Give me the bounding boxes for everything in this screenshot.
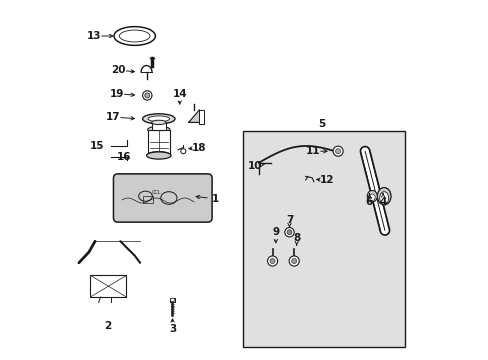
- Circle shape: [286, 230, 291, 235]
- Text: 17: 17: [105, 112, 120, 122]
- Ellipse shape: [142, 114, 175, 124]
- Text: 14: 14: [172, 89, 186, 99]
- Circle shape: [332, 146, 343, 156]
- Circle shape: [144, 93, 149, 98]
- Circle shape: [267, 256, 277, 266]
- Ellipse shape: [148, 116, 169, 122]
- Circle shape: [335, 149, 340, 154]
- Polygon shape: [188, 110, 203, 122]
- Circle shape: [291, 258, 296, 264]
- Bar: [147, 130, 170, 155]
- Ellipse shape: [147, 126, 170, 133]
- FancyBboxPatch shape: [113, 174, 212, 222]
- Circle shape: [269, 258, 275, 264]
- Text: 6: 6: [365, 197, 372, 207]
- Text: 5: 5: [318, 119, 325, 129]
- Ellipse shape: [147, 152, 170, 158]
- Text: 15: 15: [89, 141, 104, 151]
- Circle shape: [142, 91, 152, 100]
- Text: 10: 10: [247, 161, 262, 171]
- Ellipse shape: [377, 188, 390, 205]
- Ellipse shape: [368, 194, 374, 201]
- Text: 11: 11: [305, 146, 320, 156]
- Bar: [242, 131, 404, 347]
- Bar: [142, 196, 153, 203]
- Text: 3: 3: [168, 324, 176, 334]
- Circle shape: [170, 298, 174, 302]
- Text: 9: 9: [272, 227, 279, 237]
- Text: 4: 4: [379, 197, 386, 207]
- Ellipse shape: [146, 152, 171, 159]
- Ellipse shape: [379, 192, 388, 204]
- Text: 7: 7: [285, 215, 293, 225]
- Bar: [199, 110, 204, 124]
- Bar: [151, 122, 166, 130]
- Text: 12: 12: [319, 175, 334, 185]
- Text: 8: 8: [292, 233, 300, 243]
- Text: 19: 19: [109, 89, 123, 99]
- Bar: [169, 298, 175, 302]
- Ellipse shape: [366, 190, 377, 202]
- Circle shape: [288, 256, 299, 266]
- Text: 1: 1: [211, 194, 218, 204]
- Text: 16: 16: [117, 152, 131, 162]
- Text: 18: 18: [192, 143, 206, 153]
- Bar: [90, 275, 126, 297]
- Circle shape: [181, 149, 185, 154]
- Circle shape: [284, 228, 294, 237]
- Text: 2: 2: [104, 321, 111, 331]
- Ellipse shape: [151, 120, 166, 125]
- Text: CCL: CCL: [151, 190, 161, 195]
- Text: 20: 20: [111, 65, 125, 75]
- Text: 13: 13: [86, 31, 101, 41]
